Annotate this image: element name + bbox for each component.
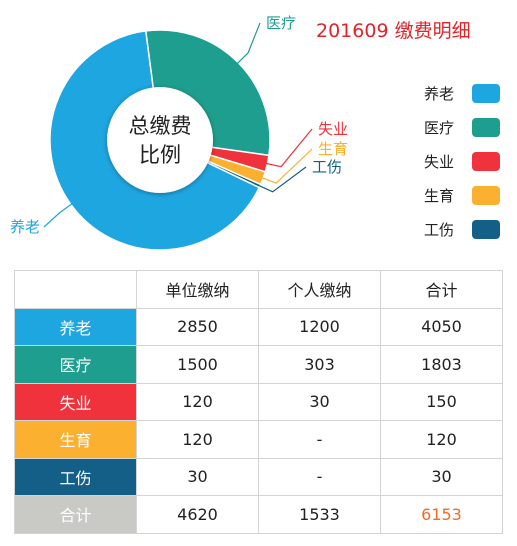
row-label-cell: 生育 [14, 420, 137, 459]
legend-label: 养老 [424, 85, 455, 103]
table-cell: 303 [258, 345, 381, 384]
table-cell: 120 [136, 420, 259, 459]
table-cell: 30 [136, 457, 259, 496]
table-cell: 4620 [136, 495, 259, 534]
table-cell: 120 [380, 420, 503, 459]
slice-label-injury: 工伤 [312, 158, 342, 176]
legend-label: 工伤 [424, 221, 455, 239]
table-row: 医疗 1500 303 1803 [14, 345, 503, 384]
legend-item-maternity: 生育 [400, 184, 510, 206]
slice-label-unemployment: 失业 [318, 120, 348, 138]
table-cell: 30 [380, 457, 503, 496]
legend-item-injury: 工伤 [400, 218, 510, 240]
row-label-cell: 养老 [14, 307, 137, 346]
legend-swatch [472, 84, 500, 103]
table-header-row: 单位缴纳 个人缴纳 合计 [14, 270, 503, 309]
pie-center-disc [107, 87, 213, 193]
table-row: 养老 2850 1200 4050 [14, 307, 503, 346]
row-label-cell: 医疗 [14, 345, 137, 384]
table-cell: 1500 [136, 345, 259, 384]
legend-swatch [472, 118, 500, 137]
table-cell: 1200 [258, 307, 381, 346]
table-cell: 30 [258, 382, 381, 421]
leader-line-injury [257, 166, 307, 193]
leader-line-maternity [261, 148, 313, 184]
row-label-cell: 工伤 [14, 457, 137, 496]
slice-label-medical: 医疗 [266, 14, 296, 32]
legend-item-unemployment: 失业 [400, 150, 510, 172]
slice-label-pension: 养老 [10, 218, 40, 236]
legend-item-pension: 养老 [400, 82, 510, 104]
table-row: 失业 120 30 150 [14, 382, 503, 421]
grand-total-cell: 6153 [380, 495, 503, 534]
row-label-cell: 合计 [14, 495, 137, 534]
legend-swatch [472, 186, 500, 205]
legend-item-medical: 医疗 [400, 116, 510, 138]
table-cell: 150 [380, 382, 503, 421]
leader-line-medical [236, 22, 261, 65]
table-header-cell: 单位缴纳 [136, 270, 259, 309]
leader-line-pension [43, 202, 73, 228]
table-row: 工伤 30 - 30 [14, 457, 503, 496]
pie-center-label-line2: 比例 [139, 143, 181, 167]
table-total-row: 合计 4620 1533 6153 [14, 495, 503, 534]
fee-table: 单位缴纳 个人缴纳 合计 养老 2850 1200 4050 医疗 1500 3… [14, 270, 503, 534]
row-label-cell: 失业 [14, 382, 137, 421]
table-cell: 2850 [136, 307, 259, 346]
table-cell: - [258, 457, 381, 496]
table-cell: - [258, 420, 381, 459]
slice-label-maternity: 生育 [318, 140, 348, 158]
legend-label: 失业 [424, 153, 455, 171]
table-cell: 1803 [380, 345, 503, 384]
table-cell: 4050 [380, 307, 503, 346]
chart-title: 201609 缴费明细 [316, 20, 471, 42]
legend-swatch [472, 220, 500, 239]
leader-line-unemployment [265, 128, 313, 168]
table-header-cell [14, 270, 137, 309]
pie-center-label-line1: 总缴费 [129, 114, 192, 138]
table-header-cell: 合计 [380, 270, 503, 309]
legend-label: 生育 [424, 187, 455, 205]
table-row: 生育 120 - 120 [14, 420, 503, 459]
legend-label: 医疗 [424, 119, 455, 137]
legend-swatch [472, 152, 500, 171]
table-header-cell: 个人缴纳 [258, 270, 381, 309]
table-cell: 1533 [258, 495, 381, 534]
table-cell: 120 [136, 382, 259, 421]
